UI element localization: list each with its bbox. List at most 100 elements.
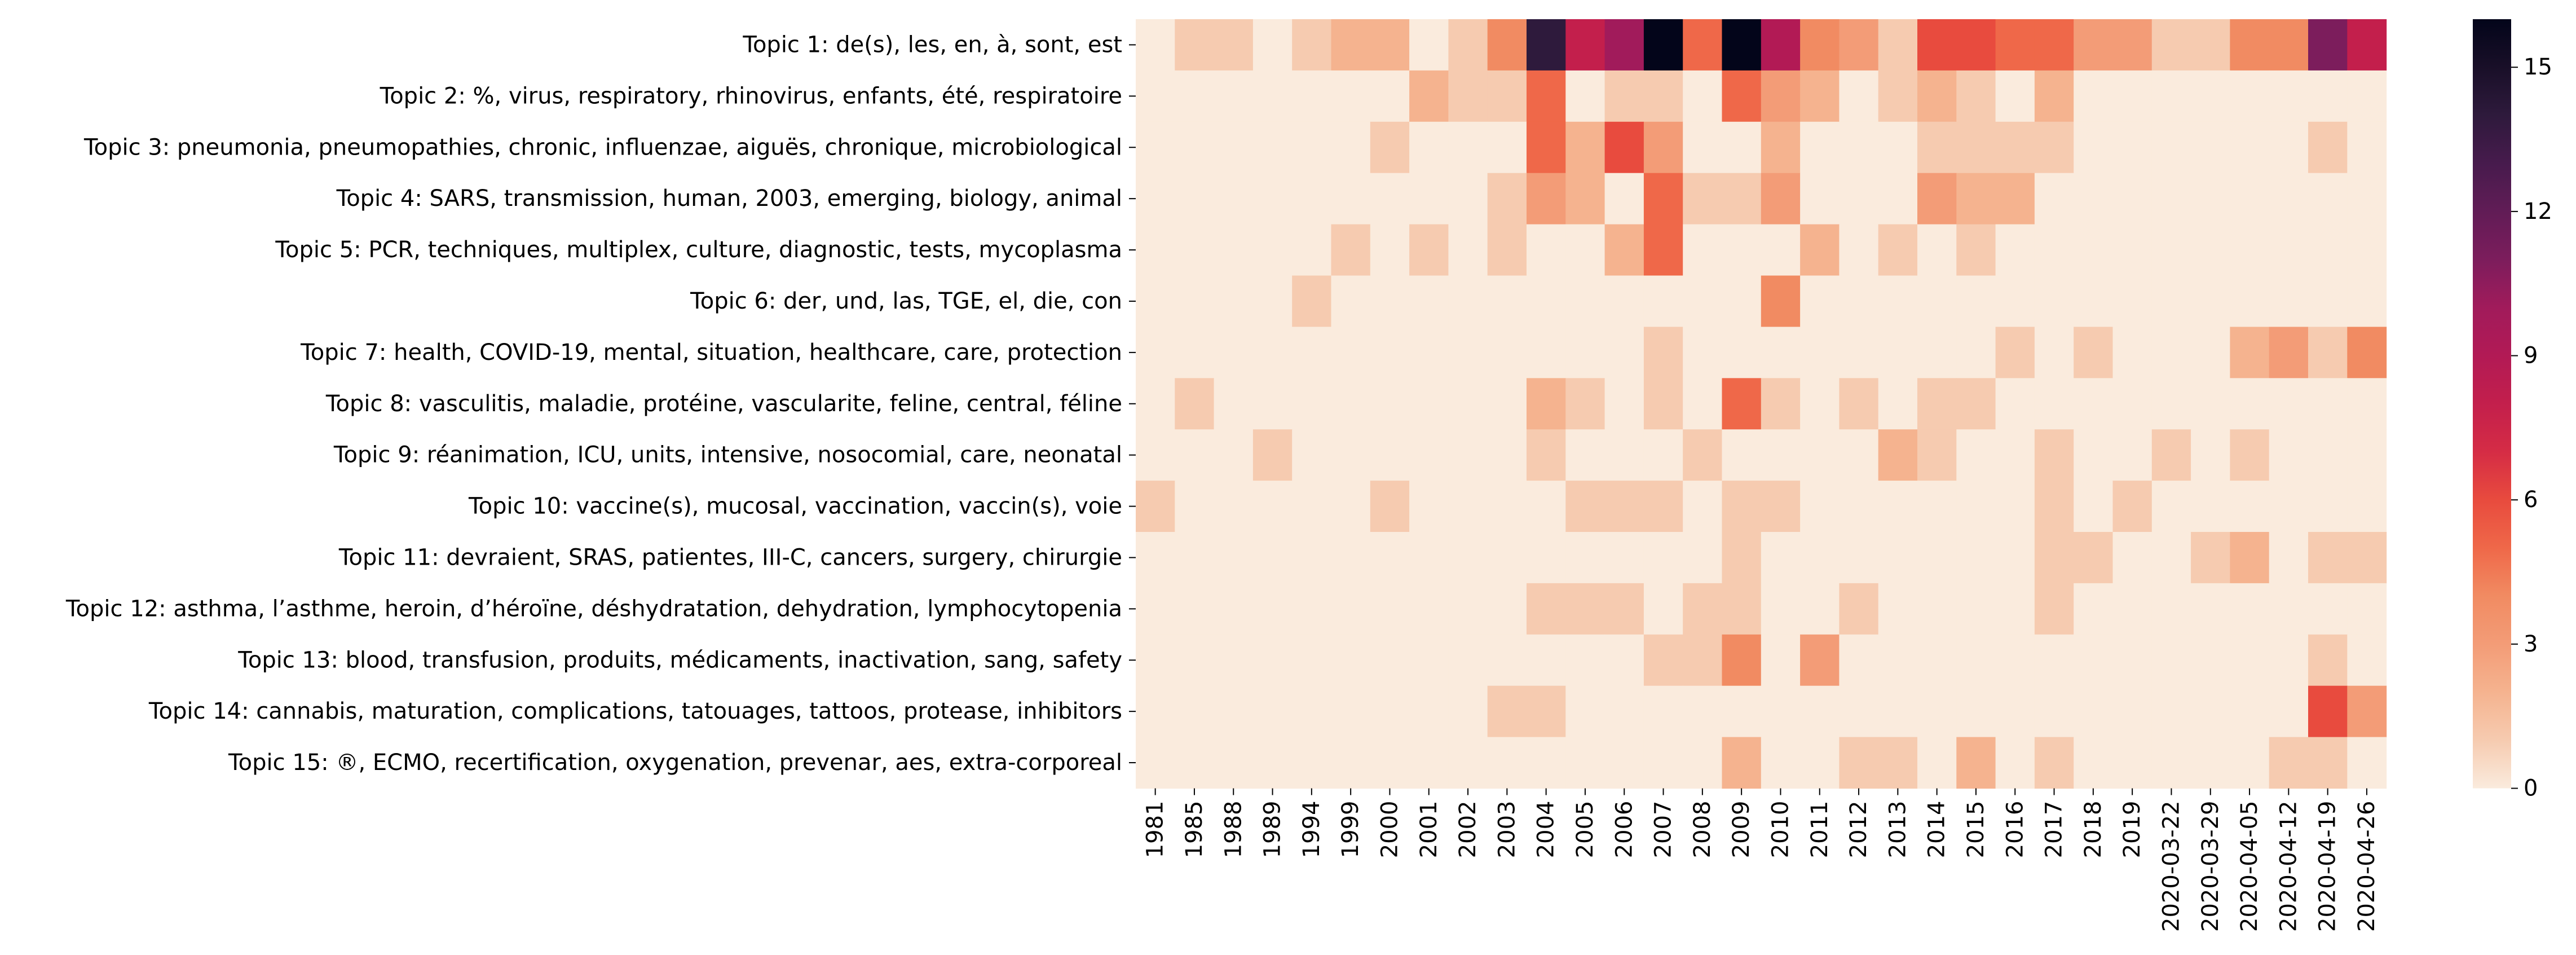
x-tick-label: 2008 <box>1690 801 1715 859</box>
heatmap-cell <box>1487 378 1527 430</box>
heatmap-cell <box>1722 481 1762 532</box>
heatmap-cell <box>1252 583 1293 635</box>
heatmap-cell <box>1643 224 1683 276</box>
heatmap-cell <box>1252 634 1293 686</box>
heatmap-cell <box>1722 583 1762 635</box>
heatmap-cell <box>2191 532 2230 584</box>
heatmap-cell <box>1370 275 1410 327</box>
heatmap-cell <box>1175 685 1215 738</box>
heatmap-cell <box>1136 70 1175 122</box>
heatmap-cell <box>1761 327 1801 379</box>
heatmap-cell <box>1839 532 1879 584</box>
heatmap-cell <box>1527 121 1566 174</box>
colorbar-tick-label: 15 <box>2524 54 2552 80</box>
heatmap-cell <box>1761 173 1801 225</box>
heatmap-cell <box>1409 481 1449 532</box>
heatmap-cell <box>1800 19 1840 71</box>
x-tick-label: 2015 <box>1963 801 1989 859</box>
heatmap-cell <box>1331 70 1371 122</box>
heatmap-cell <box>1175 19 1215 71</box>
heatmap-cell <box>1331 429 1371 481</box>
heatmap-cell <box>1565 737 1605 789</box>
heatmap-cell <box>2230 121 2270 174</box>
heatmap-cell <box>2269 173 2309 225</box>
heatmap-cell <box>1487 737 1527 789</box>
heatmap-cell <box>1409 173 1449 225</box>
heatmap-cell <box>1761 634 1801 686</box>
heatmap-cell <box>1214 70 1254 122</box>
heatmap-cell <box>2269 327 2309 379</box>
y-tick-label: Topic 3: pneumonia, pneumopathies, chron… <box>83 134 1122 160</box>
heatmap-cell <box>1643 121 1683 174</box>
heatmap-cell <box>2112 19 2152 71</box>
heatmap-cell <box>2191 173 2230 225</box>
heatmap-cell <box>1565 378 1605 430</box>
heatmap-cell <box>2191 634 2230 686</box>
heatmap-cell <box>2347 327 2387 379</box>
heatmap-cell <box>1331 532 1371 584</box>
heatmap-cell <box>1448 532 1488 584</box>
heatmap-cell <box>1917 224 1957 276</box>
heatmap-cell <box>1995 481 2035 532</box>
heatmap-cell <box>1956 532 1996 584</box>
heatmap-cell <box>1995 634 2035 686</box>
heatmap-cell <box>1878 481 1918 532</box>
heatmap-cell <box>1683 481 1723 532</box>
heatmap-cell <box>2230 327 2270 379</box>
heatmap-cell <box>1956 481 1996 532</box>
heatmap-cell <box>2112 378 2152 430</box>
heatmap-cell <box>1604 173 1644 225</box>
heatmap-cell <box>1643 737 1683 789</box>
heatmap-cell <box>1761 685 1801 738</box>
heatmap-cell <box>1995 429 2035 481</box>
heatmap-cell <box>1995 121 2035 174</box>
heatmap-cell <box>2269 19 2309 71</box>
heatmap-cell <box>1527 481 1566 532</box>
heatmap-cell <box>2347 19 2387 71</box>
heatmap-cell <box>1370 378 1410 430</box>
heatmap-cell <box>1643 275 1683 327</box>
heatmap-cell <box>2230 737 2270 789</box>
heatmap-cell <box>1839 634 1879 686</box>
heatmap-cell <box>1800 378 1840 430</box>
heatmap-cell <box>2308 429 2348 481</box>
y-tick-label: Topic 15: ®, ECMO, recertification, oxyg… <box>228 750 1122 776</box>
heatmap-cell <box>2151 378 2191 430</box>
heatmap-cell <box>1565 685 1605 738</box>
heatmap-cell <box>1761 737 1801 789</box>
heatmap-cell <box>2308 634 2348 686</box>
heatmap-cell <box>1527 532 1566 584</box>
heatmap-cell <box>1370 429 1410 481</box>
heatmap-cell <box>1136 737 1175 789</box>
heatmap-cell <box>1604 275 1644 327</box>
heatmap-cell <box>2034 429 2074 481</box>
heatmap-cell <box>1565 121 1605 174</box>
heatmap-cell <box>1878 19 1918 71</box>
x-tick-label: 1988 <box>1220 801 1246 859</box>
heatmap-cell <box>1370 481 1410 532</box>
heatmap-cell <box>1409 429 1449 481</box>
heatmap-cell <box>2074 224 2114 276</box>
heatmap-cell <box>2347 275 2387 327</box>
heatmap-cell <box>1252 378 1293 430</box>
x-tick-label: 2020-03-29 <box>2198 801 2224 932</box>
heatmap-cell <box>1800 70 1840 122</box>
heatmap-cell <box>1136 481 1175 532</box>
heatmap-cell <box>1136 378 1175 430</box>
heatmap-cell <box>1956 19 1996 71</box>
heatmap-cell <box>2151 737 2191 789</box>
heatmap-cell <box>1878 634 1918 686</box>
heatmap-cell <box>1252 275 1293 327</box>
heatmap-cell <box>1604 378 1644 430</box>
heatmap-cell <box>2151 583 2191 635</box>
heatmap-cell <box>1917 634 1957 686</box>
heatmap-cell <box>2230 583 2270 635</box>
heatmap-cell <box>1136 275 1175 327</box>
heatmap-cell <box>2308 378 2348 430</box>
heatmap-cell <box>1878 532 1918 584</box>
heatmap-cell <box>1604 327 1644 379</box>
heatmap-cell <box>2308 532 2348 584</box>
heatmap-cell <box>1604 634 1644 686</box>
heatmap-cell <box>1252 532 1293 584</box>
heatmap-cell <box>1331 224 1371 276</box>
